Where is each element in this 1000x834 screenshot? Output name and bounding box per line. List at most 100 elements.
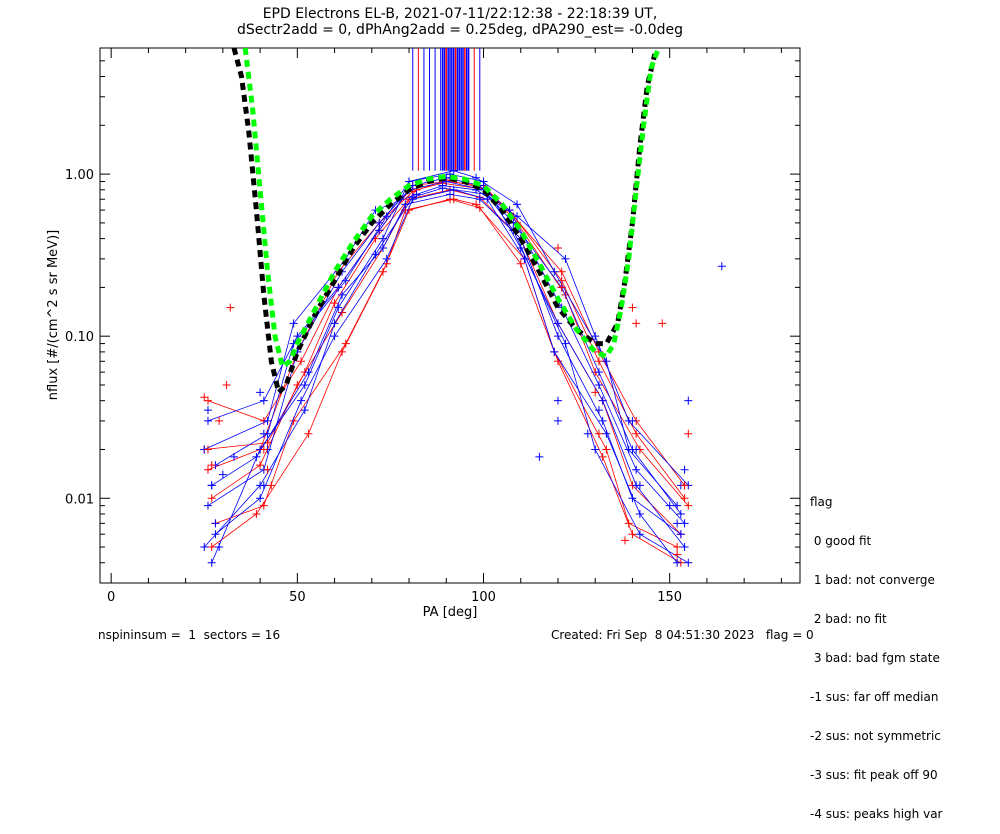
data-point <box>635 530 644 539</box>
data-point <box>550 347 559 356</box>
data-point <box>658 319 667 328</box>
data-point <box>583 429 592 438</box>
legend-item: -3 sus: fit peak off 90 <box>810 768 938 782</box>
data-point <box>553 244 562 253</box>
data-point <box>259 396 268 405</box>
data-point <box>680 543 689 552</box>
data-point <box>256 388 265 397</box>
x-tick-label: 150 <box>657 590 682 605</box>
y-tick-labels: 0.01 0.10 1.00 <box>65 168 94 507</box>
legend-item: -1 sus: far off median <box>810 690 939 704</box>
data-point <box>628 416 637 425</box>
data-point <box>200 543 209 552</box>
data-point <box>635 509 644 518</box>
data-point <box>472 173 481 182</box>
data-point <box>304 368 313 377</box>
data-point <box>628 494 637 503</box>
legend-item: 1 bad: not converge <box>810 573 935 587</box>
data-point <box>550 267 559 276</box>
data-point <box>252 452 261 461</box>
data-point <box>226 303 235 312</box>
data-point <box>684 429 693 438</box>
data-point <box>297 357 306 366</box>
legend-item: 3 bad: bad fgm state <box>810 651 940 665</box>
legend-item: 0 good fit <box>810 534 872 548</box>
data-point <box>218 470 227 479</box>
data-point <box>378 244 387 253</box>
data-point <box>602 445 611 454</box>
data-point <box>673 519 682 528</box>
data-point <box>230 452 239 461</box>
data-point <box>330 319 339 328</box>
data-point <box>263 416 272 425</box>
data-point <box>680 481 689 490</box>
data-point <box>513 200 522 209</box>
chart-title-line-2: dSectr2add = 0, dPhAng2add = 0.25deg, dP… <box>237 22 683 38</box>
data-point <box>594 357 603 366</box>
data-point <box>203 465 212 474</box>
data-layer <box>200 48 726 567</box>
data-point <box>475 203 484 212</box>
data-point <box>624 519 633 528</box>
data-point <box>557 267 566 276</box>
data-point <box>684 396 693 405</box>
blue-flux-profile <box>215 189 678 564</box>
data-point <box>516 259 525 268</box>
data-point <box>598 396 607 405</box>
x-tick-labels: 0 50 100 150 <box>107 590 682 605</box>
data-point <box>561 254 570 263</box>
data-point <box>371 250 380 259</box>
data-point <box>382 254 391 263</box>
data-point <box>553 416 562 425</box>
data-point <box>263 465 272 474</box>
data-point <box>591 388 600 397</box>
data-point <box>632 319 641 328</box>
data-point <box>442 177 451 186</box>
data-point <box>557 276 566 285</box>
data-point <box>341 339 350 348</box>
data-point <box>382 212 391 221</box>
y-tick-label: 0.10 <box>65 330 94 345</box>
data-point <box>338 347 347 356</box>
data-point <box>207 494 216 503</box>
data-point <box>304 429 313 438</box>
data-point <box>717 262 726 271</box>
data-point <box>252 509 261 518</box>
data-point <box>215 543 224 552</box>
data-point <box>673 501 682 510</box>
data-point <box>673 550 682 559</box>
data-point <box>207 558 216 567</box>
data-point <box>330 299 339 308</box>
footer-spin-info: nspininsum = 1 sectors = 16 <box>98 628 281 642</box>
data-point <box>200 393 209 402</box>
data-point <box>535 452 544 461</box>
y-tick-label: 0.01 <box>65 492 94 507</box>
data-point <box>676 509 685 518</box>
legend-item: -2 sus: not symmetric <box>810 729 941 743</box>
data-point <box>598 416 607 425</box>
data-point <box>215 416 224 425</box>
x-tick-label: 100 <box>471 590 496 605</box>
data-point <box>684 558 693 567</box>
data-point <box>267 481 276 490</box>
red-flux-profile <box>207 181 685 486</box>
data-point <box>602 357 611 366</box>
data-point <box>338 308 347 317</box>
data-point <box>684 501 693 510</box>
data-point <box>330 332 339 341</box>
data-point <box>628 303 637 312</box>
data-point <box>665 501 674 510</box>
data-point <box>598 452 607 461</box>
data-point <box>475 195 484 204</box>
data-point <box>624 445 633 454</box>
data-point <box>676 530 685 539</box>
legend-item: 2 bad: no fit <box>810 612 887 626</box>
chart-svg: 0 50 100 150 0.01 0.10 1.00 PA [deg] nflux [#… <box>46 47 801 620</box>
data-point <box>553 319 562 328</box>
data-point <box>553 332 562 341</box>
data-point <box>591 445 600 454</box>
data-point <box>594 368 603 377</box>
data-point <box>259 429 268 438</box>
data-point <box>207 543 216 552</box>
legend-item: -4 sus: peaks high var <box>810 807 943 821</box>
